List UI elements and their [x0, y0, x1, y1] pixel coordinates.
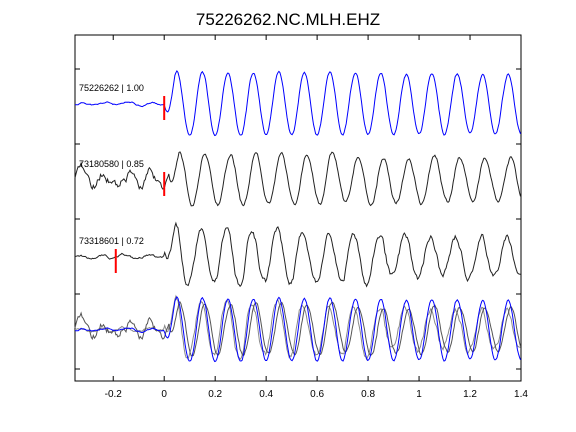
overlay-trace-line [75, 295, 521, 363]
trace-label: 73180580 | 0.85 [79, 159, 144, 169]
tick-group: -0.2 0 0.2 0.4 0.6 0.8 1 1.2 1.4 [75, 35, 528, 400]
trace-label: 73318601 | 0.72 [79, 236, 144, 246]
pick-marker-group [114, 96, 166, 273]
trace-label: 75226262 | 1.00 [79, 83, 144, 93]
x-tick-label: 0 [161, 389, 167, 400]
x-tick-label: 1.2 [463, 389, 477, 400]
x-tick-label: -0.2 [105, 389, 123, 400]
trace-group [74, 69, 521, 363]
overlay-trace-line [74, 301, 521, 357]
trace-line [74, 221, 521, 288]
trace-line [75, 69, 521, 137]
plot-frame [74, 34, 522, 382]
chart-title: 75226262.NC.MLH.EHZ [196, 10, 380, 29]
x-tick-label: 0.2 [208, 389, 222, 400]
trace-line [74, 151, 521, 207]
x-tick-label: 1.4 [514, 389, 528, 400]
trace-label-group: 75226262 | 1.00 73180580 | 0.85 73318601 |… [79, 83, 144, 246]
overlay-trace-line [74, 294, 521, 361]
x-tick-label: 0.4 [259, 389, 273, 400]
x-tick-label: 0.6 [310, 389, 324, 400]
x-tick-label: 0.8 [361, 389, 375, 400]
x-tick-label: 1 [416, 389, 422, 400]
